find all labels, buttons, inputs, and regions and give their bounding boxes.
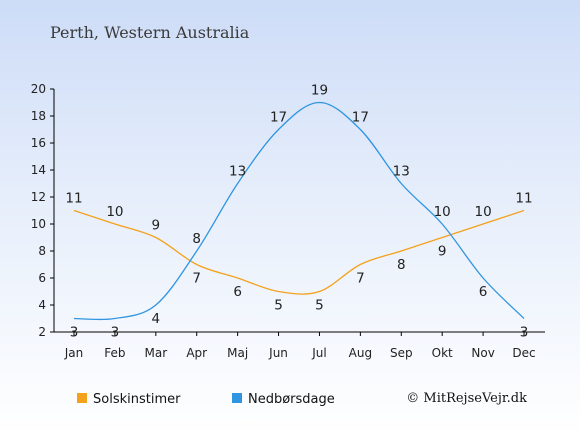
data-label-solskinstimer-jun: 5 — [274, 298, 283, 314]
data-label-nedborsdage-okt: 10 — [434, 204, 451, 220]
data-label-nedborsdage-apr: 8 — [192, 231, 201, 247]
x-tick-label-jun: Jun — [268, 346, 288, 360]
data-label-nedborsdage-maj: 13 — [229, 164, 246, 180]
y-tick-label-10: 10 — [31, 217, 46, 231]
legend: Solskinstimer Nedbørsdage — [77, 392, 335, 407]
y-tick-label-20: 20 — [31, 82, 46, 96]
x-tick-label-feb: Feb — [104, 346, 125, 360]
y-tick-label-12: 12 — [31, 190, 46, 204]
x-tick-label-jan: Jan — [64, 346, 84, 360]
data-label-nedborsdage-feb: 3 — [111, 325, 120, 341]
x-tick-label-mar: Mar — [144, 346, 167, 360]
data-label-nedborsdage-jan: 3 — [70, 325, 79, 341]
series-layer — [73, 101, 525, 321]
x-tick-label-nov: Nov — [471, 346, 494, 360]
data-label-solskinstimer-okt: 9 — [438, 244, 447, 260]
credit-text: © MitRejseVejr.dk — [406, 391, 527, 406]
x-tick-label-apr: Apr — [186, 346, 207, 360]
data-label-nedborsdage-nov: 6 — [479, 284, 488, 300]
legend-swatch-solskinstimer — [77, 393, 87, 403]
y-tick-label-14: 14 — [31, 163, 46, 177]
data-label-nedborsdage-sep: 13 — [393, 164, 410, 180]
series-line-nedborsdage — [73, 101, 525, 321]
y-tick-label-8: 8 — [38, 244, 46, 258]
chart-title: Perth, Western Australia — [50, 23, 250, 42]
data-label-solskinstimer-aug: 7 — [356, 271, 365, 287]
x-tick-label-okt: Okt — [432, 346, 453, 360]
y-tick-label-4: 4 — [38, 298, 46, 312]
data-labels: 11 10 9 7 6 5 5 7 8 9 10 11 3 3 4 8 13 17 19 17 13 10 6 3 — [65, 83, 532, 341]
data-label-solskinstimer-jan: 11 — [65, 191, 82, 207]
data-label-solskinstimer-apr: 7 — [192, 271, 201, 287]
legend-label-nedborsdage: Nedbørsdage — [248, 392, 335, 407]
legend-label-solskinstimer: Solskinstimer — [93, 392, 181, 407]
y-tick-label-18: 18 — [31, 109, 46, 123]
data-label-nedborsdage-aug: 17 — [352, 110, 369, 126]
x-tick-label-maj: Maj — [227, 346, 248, 360]
axes: 2 4 6 8 10 12 14 16 18 20 Jan Feb Mar Apr Maj Jun Jul Aug… — [31, 82, 545, 360]
data-label-solskinstimer-dec: 11 — [515, 191, 532, 207]
data-label-solskinstimer-sep: 8 — [397, 257, 406, 273]
data-label-nedborsdage-mar: 4 — [152, 311, 161, 327]
y-tick-label-2: 2 — [38, 325, 46, 339]
x-tick-label-aug: Aug — [349, 346, 372, 360]
data-label-solskinstimer-nov: 10 — [474, 204, 491, 220]
data-label-solskinstimer-mar: 9 — [152, 218, 161, 234]
x-tick-label-jul: Jul — [311, 346, 326, 360]
x-tick-label-sep: Sep — [390, 346, 413, 360]
data-label-solskinstimer-feb: 10 — [106, 204, 123, 220]
series-line-solskinstimer — [73, 209, 525, 295]
data-label-nedborsdage-dec: 3 — [520, 325, 529, 341]
y-tick-label-16: 16 — [31, 136, 46, 150]
y-tick-label-6: 6 — [38, 271, 46, 285]
data-label-nedborsdage-jun: 17 — [270, 110, 287, 126]
data-label-solskinstimer-jul: 5 — [315, 298, 324, 314]
data-label-solskinstimer-maj: 6 — [233, 284, 242, 300]
x-tick-label-dec: Dec — [512, 346, 535, 360]
legend-swatch-nedborsdage — [232, 393, 242, 403]
data-label-nedborsdage-jul: 19 — [311, 83, 328, 99]
